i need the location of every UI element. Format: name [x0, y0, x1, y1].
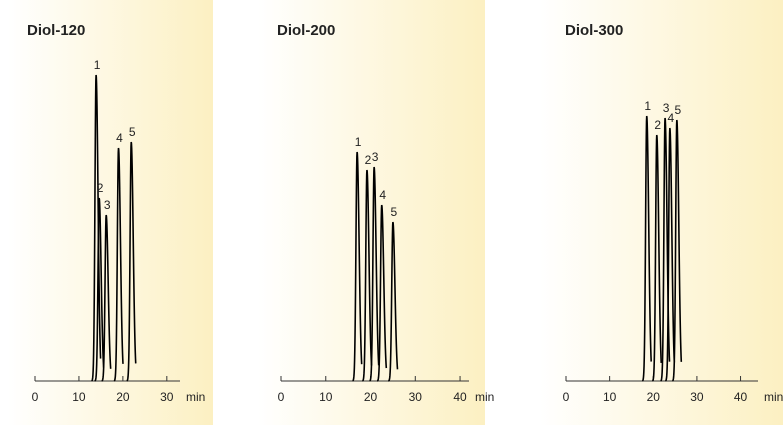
peak-label: 1 [355, 135, 362, 149]
peak [101, 214, 112, 382]
peak-label: 2 [97, 181, 104, 195]
peak [388, 221, 399, 382]
peak [126, 141, 137, 382]
peak-label: 4 [668, 111, 675, 125]
peak [91, 74, 102, 382]
peak [672, 119, 683, 382]
x-tick-label: 10 [603, 390, 617, 404]
x-tick-label: 30 [160, 390, 174, 404]
peak [376, 204, 388, 382]
peak [94, 197, 105, 382]
peak [651, 134, 663, 382]
x-axis-label: min [764, 390, 783, 404]
x-tick-label: 20 [116, 390, 130, 404]
x-tick-label: 0 [278, 390, 285, 404]
panel-title: Diol-120 [27, 22, 85, 39]
peak-label: 4 [379, 188, 386, 202]
peak-label: 5 [129, 125, 136, 139]
peak-label: 3 [372, 150, 379, 164]
peak-label: 5 [391, 205, 398, 219]
peak-label: 1 [94, 58, 101, 72]
peak [369, 166, 380, 382]
peak [641, 115, 652, 382]
x-tick-label: 20 [647, 390, 661, 404]
x-tick-label: 0 [563, 390, 570, 404]
peak [352, 151, 363, 382]
peak-label: 5 [674, 103, 681, 117]
panel-title: Diol-300 [565, 22, 623, 39]
peak [113, 147, 124, 382]
x-axis-label: min [475, 390, 494, 404]
x-tick-label: 0 [32, 390, 39, 404]
panel-title: Diol-200 [277, 22, 335, 39]
x-tick-label: 30 [690, 390, 704, 404]
peak-label: 3 [104, 198, 111, 212]
x-tick-label: 10 [319, 390, 333, 404]
x-tick-label: 40 [734, 390, 748, 404]
x-tick-label: 10 [72, 390, 86, 404]
peak-label: 4 [116, 131, 123, 145]
peak [665, 127, 676, 382]
peak-label: 1 [644, 99, 651, 113]
x-axis-label: min [186, 390, 205, 404]
peak-label: 2 [365, 153, 372, 167]
peak-label: 2 [654, 118, 661, 132]
x-tick-label: 30 [409, 390, 423, 404]
x-tick-label: 40 [453, 390, 467, 404]
x-tick-label: 20 [364, 390, 378, 404]
peak [362, 169, 373, 382]
peak-label: 3 [663, 101, 670, 115]
